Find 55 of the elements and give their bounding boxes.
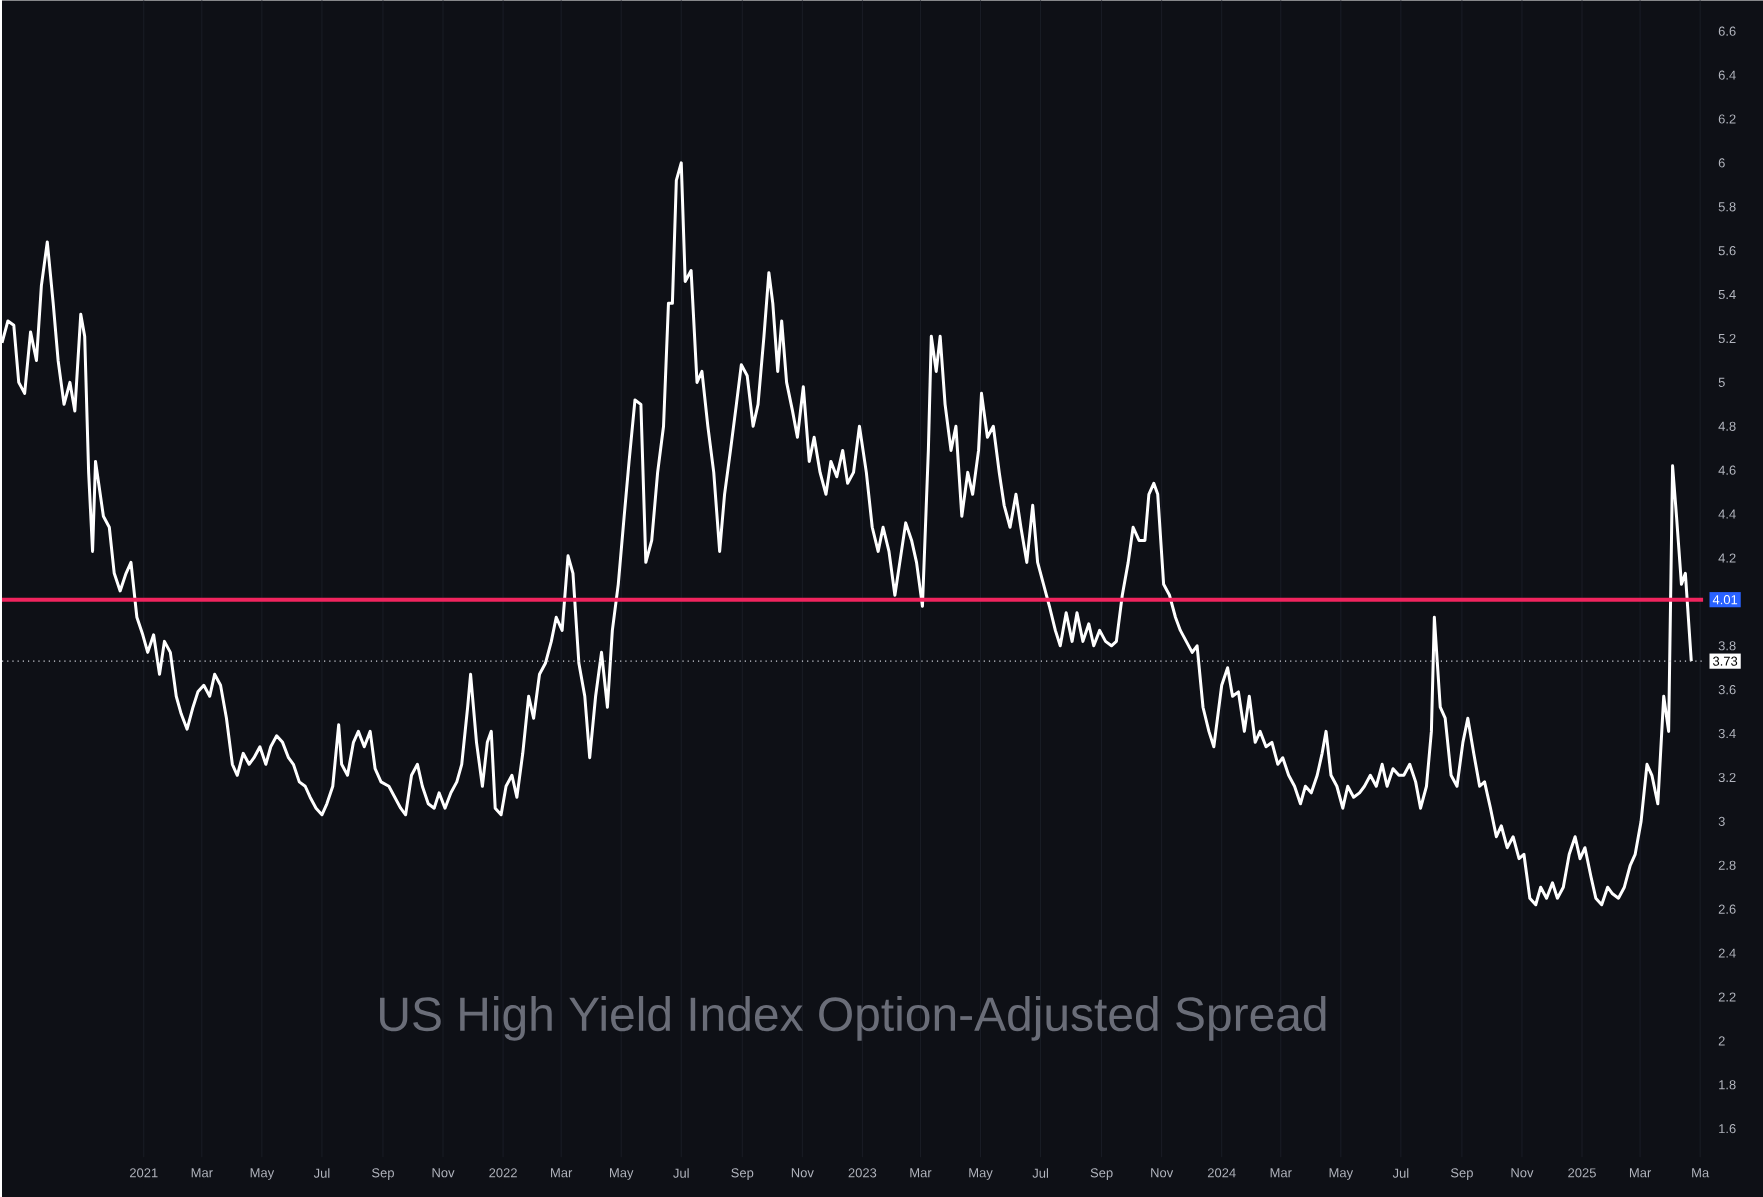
x-tick-label: 2023	[848, 1168, 877, 1178]
y-tick-label: 6.2	[1718, 114, 1736, 124]
x-tick-label: Nov	[432, 1168, 455, 1178]
x-tick-label: Sep	[731, 1168, 754, 1180]
x-tick-label: Mar	[191, 1168, 213, 1178]
x-tick-label: May	[969, 1168, 993, 1180]
x-tick-label: Jul	[1032, 1168, 1048, 1178]
y-tick-label: 2.8	[1718, 860, 1736, 870]
x-tick-label: May	[250, 1168, 275, 1180]
x-tick-label: Jul	[673, 1168, 689, 1178]
x-tick-label: Sep	[1090, 1168, 1113, 1180]
x-tick-label: Sep	[1450, 1168, 1473, 1180]
ref-line-label: 4.01	[1712, 595, 1738, 605]
x-tick-label: Jul	[313, 1168, 330, 1178]
x-tick-label: Nov	[1511, 1168, 1534, 1178]
y-tick-label: 4.8	[1718, 421, 1736, 431]
y-tick-label: 5.4	[1718, 290, 1736, 300]
x-tick-label: 2024	[1207, 1168, 1236, 1178]
y-tick-label: 6.4	[1718, 70, 1736, 80]
x-tick-label: 2025	[1568, 1168, 1596, 1178]
y-tick-label: 5.8	[1718, 202, 1736, 212]
y-tick-label: 6	[1718, 158, 1725, 168]
y-tick-label: 4.4	[1718, 509, 1736, 519]
y-tick-label: 5	[1718, 377, 1725, 387]
y-tick-label: 3.2	[1718, 772, 1736, 782]
x-tick-label: Sep	[372, 1168, 394, 1180]
y-tick-label: 2.2	[1718, 992, 1736, 1002]
y-tick-label: 4.2	[1718, 553, 1736, 563]
ref-line-label: 3.73	[1712, 656, 1738, 666]
y-tick-label: 2	[1718, 1036, 1725, 1046]
x-tick-label: Jul	[1392, 1168, 1409, 1178]
x-tick-label: Mar	[551, 1168, 573, 1178]
x-tick-label: Mar	[1629, 1168, 1652, 1178]
x-tick-label: Nov	[791, 1168, 814, 1178]
x-tick-label: 2021	[129, 1168, 158, 1178]
y-tick-label: 3.6	[1718, 685, 1736, 695]
y-tick-label: 5.2	[1718, 333, 1736, 344]
y-tick-label: 4.6	[1718, 465, 1736, 475]
y-tick-label: 1.8	[1719, 1080, 1736, 1090]
x-tick-label: 2022	[489, 1168, 517, 1178]
y-tick-label: 2.4	[1718, 948, 1736, 958]
x-tick-label: May	[610, 1168, 634, 1180]
y-tick-label: 2.6	[1718, 904, 1736, 914]
x-tick-label: Nov	[1151, 1168, 1174, 1178]
y-tick-label: 6.6	[1718, 26, 1736, 36]
text: US High Yield Index Option-Adjusted Spread	[380, 995, 1326, 1041]
y-tick-label: 1.6	[1719, 1124, 1736, 1134]
y-tick-label: 3.8	[1718, 641, 1736, 651]
x-tick-label: Ma	[1692, 1168, 1710, 1178]
x-tick-label: May	[1329, 1168, 1354, 1180]
y-tick-label: 3.4	[1718, 728, 1736, 739]
x-tick-label: Mar	[910, 1168, 932, 1178]
y-tick-label: 5.6	[1718, 246, 1736, 256]
y-tick-label: 3	[1718, 816, 1725, 826]
x-tick-label: Mar	[1270, 1168, 1292, 1178]
